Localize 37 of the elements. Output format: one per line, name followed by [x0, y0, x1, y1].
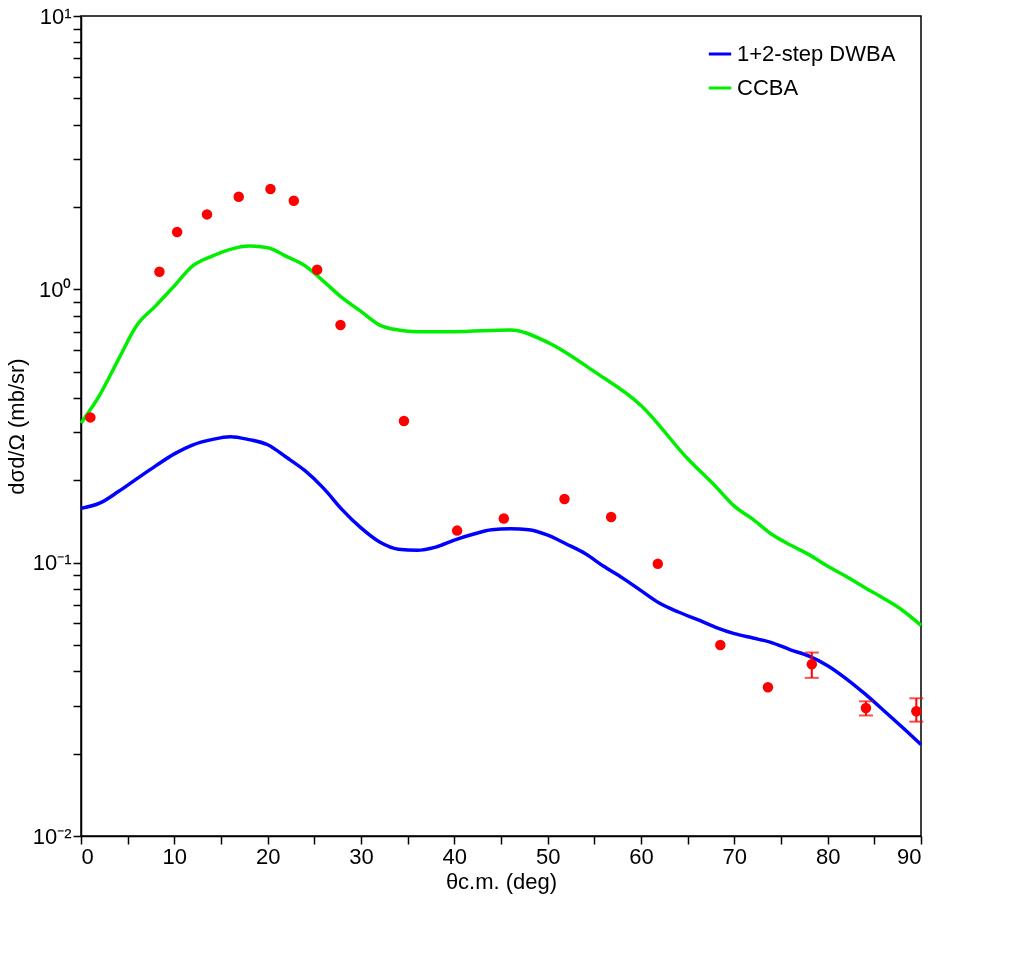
y-tick-label: 10⁰ — [39, 276, 72, 302]
point — [605, 511, 617, 523]
y-tick-label: 10⁻² — [32, 823, 72, 849]
point — [154, 266, 165, 277]
point — [398, 415, 410, 427]
point — [288, 195, 300, 206]
point — [311, 264, 323, 275]
point — [498, 513, 510, 524]
point — [171, 226, 183, 238]
x-tick-label: 90 — [897, 843, 922, 869]
x-tick-label: 10 — [162, 843, 188, 869]
point — [233, 191, 244, 203]
point — [335, 319, 346, 331]
x-tick-label: 50 — [535, 843, 561, 869]
y-tick-label: 10¹ — [39, 3, 72, 29]
x-tick-label: 80 — [815, 843, 841, 869]
point — [451, 525, 463, 536]
point — [201, 209, 213, 220]
x-tick-label: 40 — [442, 843, 468, 869]
legend-label: 1+2-step DWBA — [737, 41, 896, 66]
point — [559, 493, 570, 505]
line-series — [79, 244, 923, 628]
y-tick-label: 10⁻¹ — [32, 550, 72, 576]
x-tick-label: 60 — [629, 843, 654, 869]
point — [85, 412, 96, 423]
x-tick-label: 20 — [255, 843, 281, 869]
x-tick-label: 30 — [349, 843, 374, 869]
point — [762, 682, 774, 693]
x-axis-title: θc.m. (deg) — [445, 868, 558, 894]
x-tick-label: 0 — [81, 843, 94, 869]
legend-label: CCBA — [737, 75, 799, 100]
point — [265, 183, 276, 195]
point — [652, 558, 664, 570]
x-tick-label: 70 — [722, 843, 748, 869]
y-axis-title: dσd/Ω (mb/sr) — [3, 358, 29, 495]
point — [715, 639, 726, 651]
line-series — [79, 434, 923, 747]
